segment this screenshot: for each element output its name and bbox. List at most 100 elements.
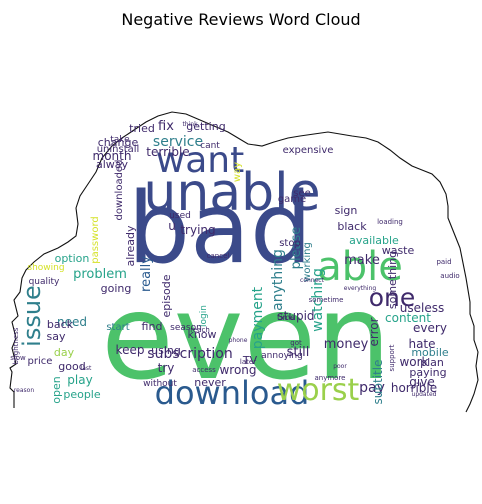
word-want: want (156, 140, 244, 181)
word-later: later (240, 358, 256, 366)
word-everything: everything (344, 285, 377, 292)
word-working: working (302, 242, 313, 282)
word-paid: paid (436, 258, 451, 266)
word-payment: payment (250, 286, 266, 349)
word-wrong: wrong (219, 363, 256, 377)
word-open: open (50, 376, 63, 403)
word-anything: anything (270, 249, 286, 311)
word-poor: poor (333, 363, 347, 370)
cloud-outline (9, 111, 479, 413)
word-brightness: brightness (12, 327, 20, 364)
word-u: u (168, 219, 176, 233)
word-need: need (57, 315, 87, 329)
word-already: already (124, 225, 137, 267)
word-anymore: anymore (314, 374, 345, 382)
word-find: find (142, 320, 163, 333)
word-phone: phone (229, 337, 248, 344)
word-connect: connect (300, 277, 325, 284)
word-keep: keep (116, 343, 145, 357)
word-watching: watching (310, 268, 326, 332)
word-really: really (139, 256, 154, 292)
word-cancel: cancel (207, 252, 230, 260)
word-season: season (170, 323, 202, 333)
word-waste: waste (382, 244, 415, 257)
word-tried: tried (129, 122, 155, 135)
word-day: day (54, 346, 75, 359)
word-using: using (151, 344, 181, 357)
word-without: without (143, 379, 177, 389)
word-downloaded: downloaded (114, 160, 125, 221)
word-able: able (317, 244, 403, 290)
word-time: time (277, 313, 295, 322)
word-reason: reason (14, 387, 35, 394)
word-password: password (90, 216, 101, 263)
word-cant: cant (200, 141, 220, 151)
word-hate: hate (408, 337, 435, 351)
word-alway: alway (96, 158, 129, 171)
word-expensive: expensive (283, 145, 334, 156)
word-uninstall: uninstall (97, 144, 140, 155)
word-annoying: annoying (261, 351, 303, 361)
word-price: price (28, 356, 53, 367)
word-plan: plan (420, 356, 444, 369)
word-one: one (369, 283, 416, 312)
word-please: please (289, 227, 304, 270)
word-good: good (58, 360, 85, 373)
word-give: give (409, 375, 434, 389)
word-login: login (199, 305, 209, 327)
word-make: make (344, 253, 380, 268)
word-try: try (158, 361, 175, 375)
word-fix: fix (158, 119, 174, 134)
word-quality: quality (29, 277, 60, 287)
word-subtitle: subtitle (371, 360, 385, 405)
word-content: content (385, 311, 431, 325)
word-pay: pay (359, 380, 385, 396)
word-slow: slow (10, 354, 26, 362)
word-unable: unable (143, 163, 320, 223)
word-play: play (67, 373, 92, 387)
word-mobile: mobile (411, 346, 449, 359)
word-going: going (101, 282, 132, 295)
word-got: got (290, 339, 302, 347)
word-way: way (232, 162, 243, 182)
word-worst: worst (277, 373, 360, 408)
word-trying: trying (180, 223, 215, 237)
word-bad: bad (128, 172, 312, 286)
word-useless: useless (400, 301, 444, 315)
word-loading: loading (377, 218, 403, 226)
word-back: back (47, 318, 74, 331)
word-still: still (287, 345, 310, 360)
word-sometime: sometime (309, 296, 344, 304)
word-audio: audio (440, 272, 459, 280)
word-getting: getting (186, 120, 225, 133)
word-game: game (278, 194, 306, 205)
word-something: something (386, 251, 399, 309)
word-think: think (182, 121, 198, 128)
word-every: every (413, 321, 447, 335)
word-see: see (293, 188, 311, 199)
word-money: money (324, 337, 369, 352)
word-updated: updated (412, 391, 437, 398)
word-take: take (110, 135, 130, 145)
word-available: available (349, 234, 399, 247)
word-month: month (93, 149, 132, 163)
chart-title: Negative Reviews Word Cloud (121, 10, 360, 29)
word-problem: problem (73, 267, 127, 282)
word-last: last (81, 365, 92, 372)
word-start: start (106, 322, 129, 333)
word-stupid: stupid (277, 309, 314, 323)
word-tv: TV (242, 354, 258, 367)
word-support: support (388, 344, 396, 371)
word-people: people (63, 388, 101, 401)
word-download: download (155, 374, 310, 412)
word-option: option (55, 252, 90, 265)
word-sign: sign (335, 204, 358, 217)
word-black: black (337, 220, 367, 233)
word-error: error (367, 317, 381, 346)
word-used: used (169, 211, 191, 221)
word-horrible: horrible (391, 381, 437, 395)
word-terrible: terrible (146, 145, 189, 159)
word-issue: issue (18, 285, 46, 347)
